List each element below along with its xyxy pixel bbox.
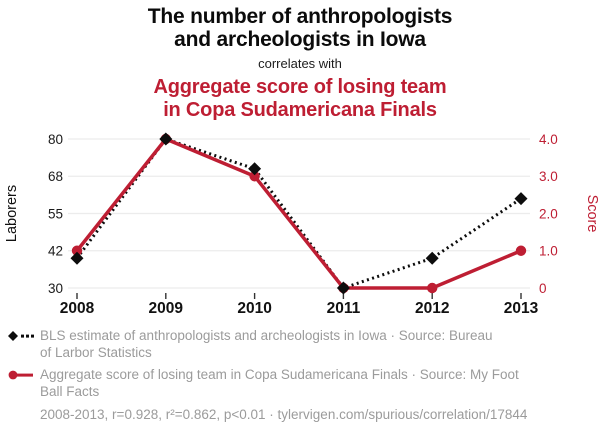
svg-text:55: 55	[48, 206, 63, 221]
svg-text:3.0: 3.0	[539, 169, 558, 184]
laborers-point-marker	[159, 132, 173, 146]
svg-text:Score: Score	[584, 195, 600, 233]
legend-score-line2: Ball Facts	[40, 384, 100, 399]
header: The number of anthropologists and archeo…	[0, 5, 600, 122]
svg-text:2.0: 2.0	[539, 206, 558, 221]
legend-text-laborers: BLS estimate of anthropologists and arch…	[40, 327, 493, 361]
score-point-marker	[515, 245, 527, 256]
laborers-point-marker	[336, 281, 350, 295]
svg-text:2013: 2013	[504, 300, 539, 317]
secondary-title-line2: in Copa Sudamericana Finals	[163, 99, 437, 121]
score-point-marker	[249, 171, 260, 182]
legend: BLS estimate of anthropologists and arch…	[8, 327, 592, 423]
series-line-score	[75, 136, 523, 290]
legend-text-score: Aggregate score of losing team in Copa S…	[40, 366, 519, 400]
title-line2: and archeologists in Iowa	[174, 28, 426, 51]
legend-item-laborers: BLS estimate of anthropologists and arch…	[8, 327, 592, 361]
laborers-point-marker	[514, 192, 528, 206]
secondary-title-line1: Aggregate score of losing team	[153, 76, 447, 98]
svg-text:0: 0	[539, 281, 547, 296]
score-point-marker	[427, 282, 438, 294]
stats-and-source-url: 2008-2013, r=0.928, r²=0.862, p<0.01 · t…	[40, 407, 528, 422]
connector-text: correlates with	[258, 56, 342, 71]
series-line-laborers	[75, 137, 522, 290]
gridlines	[68, 138, 530, 289]
laborers-point-marker	[248, 162, 262, 176]
legend-laborers-line2: of Larbor Statistics	[40, 345, 152, 360]
red-circle-solid-icon	[8, 370, 33, 380]
secondary-title: Aggregate score of losing team in Copa S…	[0, 76, 600, 122]
legend-score-line1: Aggregate score of losing team in Copa S…	[40, 367, 519, 382]
page-title: The number of anthropologists and archeo…	[0, 5, 600, 51]
svg-text:42: 42	[48, 244, 63, 259]
black-diamond-dotted-icon	[8, 331, 34, 341]
svg-text:2008: 2008	[60, 300, 95, 317]
svg-text:4.0: 4.0	[539, 132, 558, 147]
score-point-marker	[71, 245, 83, 256]
svg-text:2011: 2011	[327, 300, 361, 317]
legend-item-score: Aggregate score of losing team in Copa S…	[8, 366, 592, 400]
svg-text:30: 30	[48, 281, 63, 296]
title-line1: The number of anthropologists	[147, 5, 453, 28]
svg-text:1.0: 1.0	[539, 244, 558, 259]
svg-text:2012: 2012	[415, 300, 449, 317]
svg-text:Laborers: Laborers	[4, 185, 20, 242]
svg-text:2010: 2010	[237, 300, 271, 317]
svg-text:2009: 2009	[149, 300, 184, 317]
svg-text:80: 80	[48, 132, 63, 147]
laborers-point-marker	[70, 251, 84, 265]
chart-svg: 80 4.0 68 3.0 55 2.0 42 1.0 30 0 2008 2009 2010 2011 2…	[4, 132, 600, 317]
svg-text:68: 68	[48, 169, 63, 184]
laborers-point-marker	[425, 251, 439, 265]
legend-laborers-line1: BLS estimate of anthropologists and arch…	[40, 328, 493, 343]
